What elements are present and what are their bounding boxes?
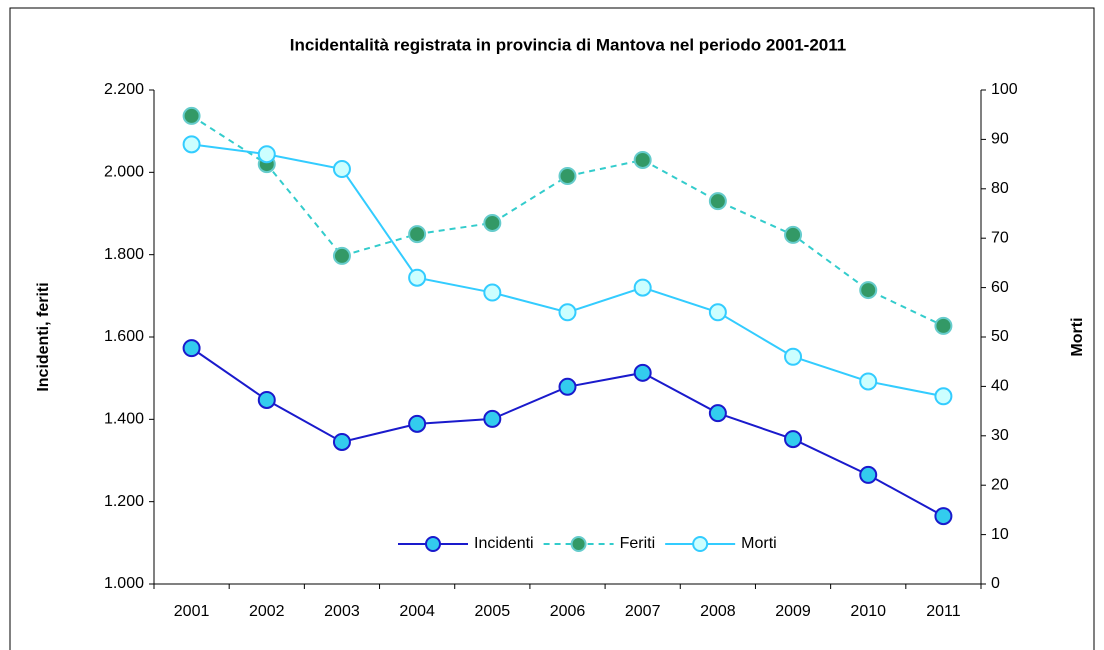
marker (784, 225, 803, 244)
x-tick-label: 2002 (249, 603, 285, 620)
x-tick-label: 2011 (926, 603, 961, 620)
marker (859, 281, 878, 300)
marker (708, 404, 727, 423)
y-tick-label: 2.200 (104, 81, 144, 98)
marker (332, 246, 351, 265)
marker (182, 135, 201, 154)
marker (558, 377, 577, 396)
marker (708, 192, 727, 211)
x-tick-label: 2005 (475, 603, 511, 620)
marker (633, 278, 652, 297)
marker (934, 507, 953, 526)
x-tick-label: 2006 (550, 603, 586, 620)
marker (408, 268, 427, 287)
marker (182, 106, 201, 125)
x-tick-label: 2007 (625, 603, 661, 620)
legend-label: Feriti (620, 535, 656, 552)
marker (934, 316, 953, 335)
marker (257, 390, 276, 409)
y2-tick-label: 30 (991, 427, 1009, 444)
marker (934, 387, 953, 406)
marker (784, 430, 803, 449)
chart-frame (9, 7, 1095, 650)
marker (332, 160, 351, 179)
x-tick-label: 2009 (775, 603, 811, 620)
legend-marker (425, 536, 441, 552)
marker (182, 339, 201, 358)
x-tick-label: 2001 (174, 603, 210, 620)
marker (558, 303, 577, 322)
y2-tick-label: 60 (991, 279, 1009, 296)
legend-marker (570, 536, 587, 552)
y-tick-label: 1.200 (104, 493, 144, 510)
marker (633, 150, 652, 169)
marker (257, 145, 276, 164)
marker (332, 432, 351, 451)
y2-tick-label: 40 (991, 378, 1009, 395)
marker (483, 283, 502, 302)
y2-tick-label: 80 (991, 180, 1009, 197)
y2-tick-label: 90 (991, 131, 1009, 148)
legend-label: Incidenti (474, 535, 534, 552)
y2-tick-label: 100 (991, 81, 1018, 98)
y2-tick-label: 20 (991, 476, 1009, 493)
x-tick-label: 2008 (700, 603, 736, 620)
marker (633, 363, 652, 382)
marker (483, 213, 502, 232)
marker (784, 347, 803, 366)
y2-axis-label: Morti (1069, 317, 1086, 356)
marker (708, 303, 727, 322)
marker (859, 372, 878, 391)
y-tick-label: 1.400 (104, 411, 144, 428)
chart-title: Incidentalità registrata in provincia di… (290, 35, 846, 54)
y2-tick-label: 70 (991, 229, 1009, 246)
y2-tick-label: 0 (991, 575, 1000, 592)
y2-tick-label: 50 (991, 328, 1009, 345)
y-axis-label: Incidenti, feriti (35, 282, 52, 391)
marker (408, 225, 427, 244)
x-tick-label: 2010 (850, 603, 886, 620)
legend-label: Morti (741, 535, 777, 552)
x-tick-label: 2003 (324, 603, 360, 620)
y2-tick-label: 10 (991, 526, 1009, 543)
marker (408, 414, 427, 433)
y-tick-label: 2.000 (104, 164, 144, 181)
y-tick-label: 1.600 (104, 328, 144, 345)
legend-marker (692, 536, 709, 552)
y-tick-label: 1.800 (104, 246, 144, 263)
y-tick-label: 1.000 (104, 575, 144, 592)
marker (558, 167, 577, 186)
x-tick-label: 2004 (399, 603, 435, 620)
series-line (191, 115, 944, 327)
marker (859, 465, 878, 484)
marker (483, 409, 502, 428)
